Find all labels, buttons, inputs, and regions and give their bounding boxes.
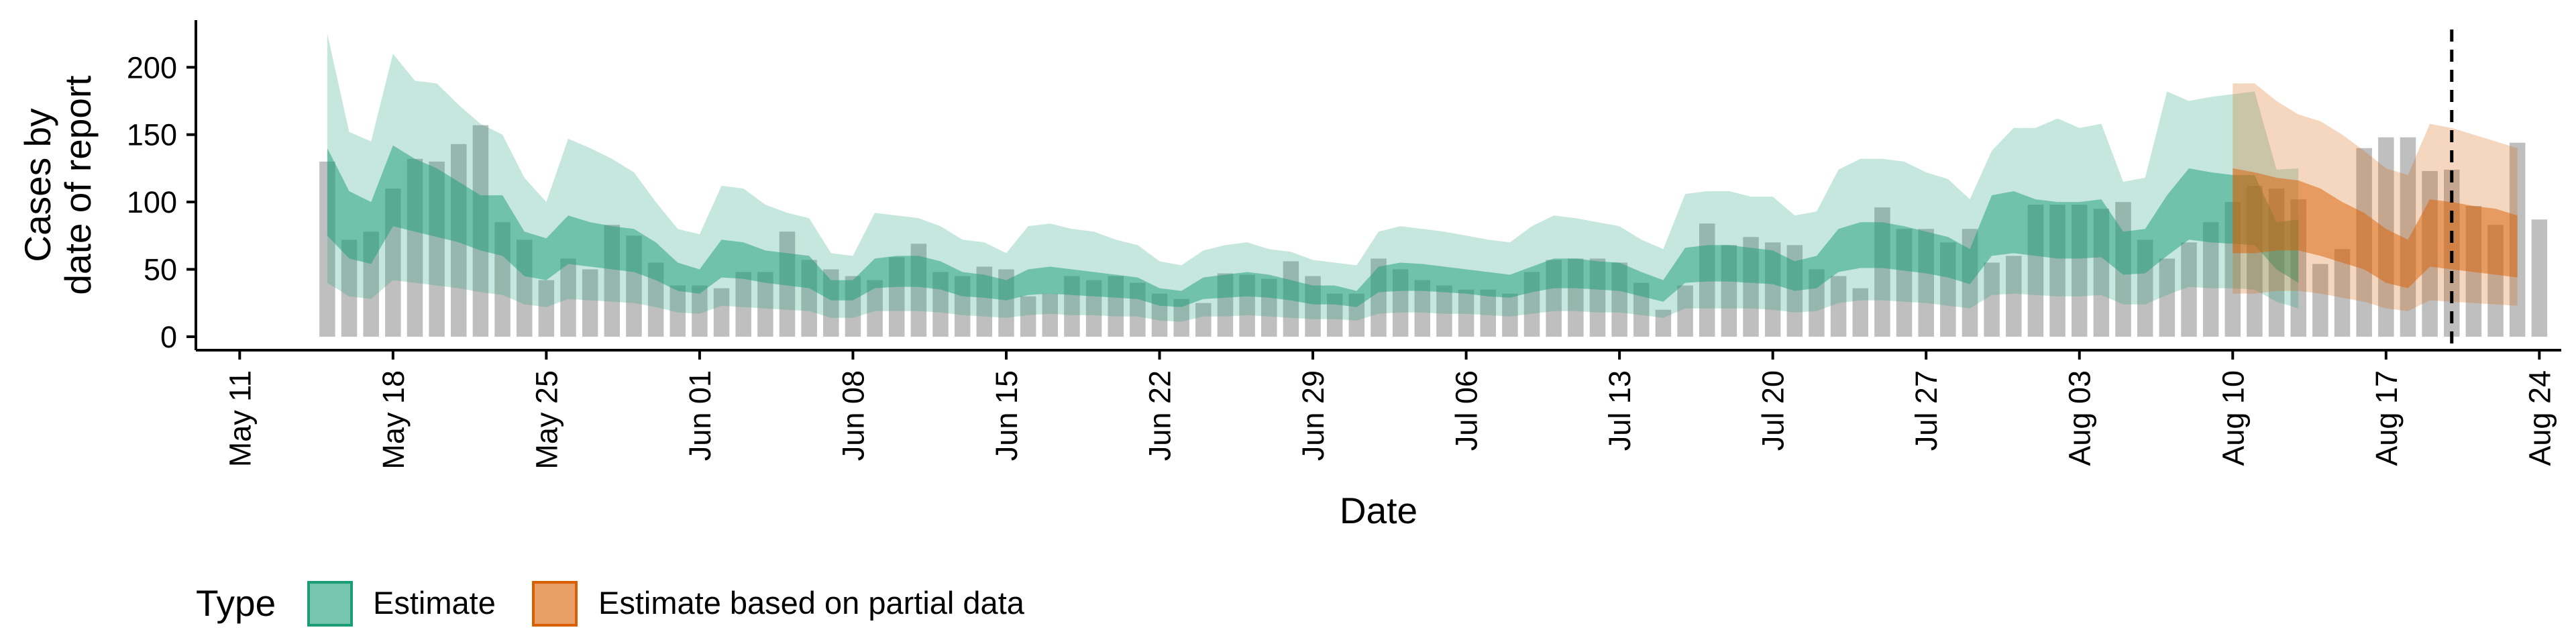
x-tick-label: Aug 24 — [2522, 370, 2557, 466]
legend-label-estimate: Estimate — [373, 585, 496, 621]
y-axis-title-line: Cases by — [17, 108, 58, 262]
x-tick-label: Jun 01 — [683, 370, 717, 461]
y-tick-label: 150 — [127, 118, 177, 152]
case-bar — [1502, 293, 1518, 337]
x-tick-label: May 25 — [529, 370, 564, 470]
case-bar — [735, 272, 751, 337]
legend-key-partial-estimate — [532, 581, 578, 627]
x-tick-label: Jun 29 — [1296, 370, 1330, 461]
x-tick-label: May 18 — [376, 370, 411, 470]
case-bar — [1020, 296, 1036, 337]
legend-key-estimate — [307, 581, 353, 627]
case-bar — [2159, 258, 2176, 337]
legend: Type Estimate Estimate based on partial da… — [196, 581, 1025, 627]
case-bar — [713, 288, 730, 337]
case-bar — [1436, 285, 1452, 337]
axes: 0 50 100 150 200 May 11 May 18 May 25 Jun 01 Jun … — [17, 20, 2561, 531]
case-bar — [1414, 280, 1431, 337]
x-axis-title: Date — [1340, 490, 1417, 531]
x-tick-label: Jul 06 — [1450, 370, 1484, 451]
y-tick-label: 100 — [127, 185, 177, 219]
x-tick-label: Jul 27 — [1909, 370, 1943, 451]
x-tick-label: May 11 — [223, 370, 257, 467]
case-bar — [1984, 262, 2000, 337]
case-bar — [2202, 222, 2219, 337]
case-bar — [1195, 303, 1212, 337]
x-tick-label: Aug 03 — [2063, 370, 2097, 466]
x-tick-label: Jun 22 — [1143, 370, 1177, 461]
y-tick-label: 0 — [160, 320, 177, 354]
case-bar — [757, 272, 773, 337]
case-bar — [560, 258, 576, 337]
case-bar — [692, 285, 708, 337]
legend-label-partial-estimate: Estimate based on partial data — [598, 585, 1025, 621]
partial-estimate-inner-band — [2233, 168, 2518, 288]
case-bar — [1830, 276, 1847, 337]
case-bar — [1042, 293, 1059, 337]
case-bar — [2334, 249, 2351, 337]
case-bar — [538, 280, 555, 337]
case-bar — [2509, 142, 2526, 337]
case-bar — [669, 285, 686, 337]
case-bar — [867, 280, 883, 337]
x-tick-label: Aug 17 — [2369, 370, 2404, 466]
case-bar — [582, 269, 598, 337]
x-tick-label: Aug 10 — [2216, 370, 2250, 466]
case-bar — [1173, 299, 1189, 337]
estimate-outer-band — [327, 34, 2299, 322]
case-bar — [1677, 285, 1693, 337]
case-bar — [1655, 309, 1672, 337]
case-bar — [1458, 289, 1474, 337]
y-axis-title: Cases bydate of report — [17, 75, 99, 294]
y-tick-label: 50 — [144, 253, 177, 287]
case-bar — [341, 239, 358, 337]
x-tick-label: Jul 13 — [1603, 370, 1637, 451]
case-bar — [2312, 264, 2328, 337]
case-bar — [1480, 289, 1496, 337]
y-axis-title-line: date of report — [57, 75, 99, 294]
case-bar — [2181, 242, 2197, 337]
x-tick-label: Jun 15 — [989, 370, 1024, 461]
legend-title: Type — [196, 582, 276, 624]
x-tick-label: Jun 08 — [836, 370, 870, 461]
estimate-inner-band — [327, 145, 2299, 307]
y-tick-label: 200 — [127, 50, 177, 85]
case-bar — [2531, 219, 2548, 337]
estimate-bands — [327, 34, 2518, 322]
x-tick-label: Jul 20 — [1756, 370, 1790, 451]
case-bar — [2006, 256, 2022, 337]
case-bar — [1852, 288, 1869, 337]
